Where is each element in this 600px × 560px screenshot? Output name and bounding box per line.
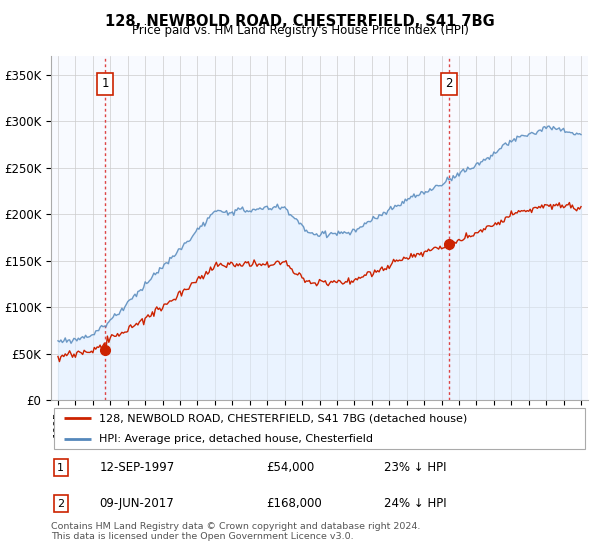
Text: 128, NEWBOLD ROAD, CHESTERFIELD, S41 7BG (detached house): 128, NEWBOLD ROAD, CHESTERFIELD, S41 7BG… — [100, 413, 467, 423]
Text: 128, NEWBOLD ROAD, CHESTERFIELD, S41 7BG: 128, NEWBOLD ROAD, CHESTERFIELD, S41 7BG — [105, 14, 495, 29]
Text: HPI: Average price, detached house, Chesterfield: HPI: Average price, detached house, Ches… — [100, 433, 373, 444]
Text: 1: 1 — [57, 463, 64, 473]
Text: 24% ↓ HPI: 24% ↓ HPI — [384, 497, 446, 510]
Text: 1: 1 — [101, 77, 109, 90]
Text: 12-SEP-1997: 12-SEP-1997 — [100, 461, 175, 474]
Text: 23% ↓ HPI: 23% ↓ HPI — [384, 461, 446, 474]
Text: 09-JUN-2017: 09-JUN-2017 — [100, 497, 174, 510]
Text: 2: 2 — [57, 499, 64, 509]
Text: Contains HM Land Registry data © Crown copyright and database right 2024.
This d: Contains HM Land Registry data © Crown c… — [51, 522, 421, 542]
Text: Price paid vs. HM Land Registry's House Price Index (HPI): Price paid vs. HM Land Registry's House … — [131, 24, 469, 37]
Text: £54,000: £54,000 — [266, 461, 314, 474]
FancyBboxPatch shape — [53, 408, 586, 449]
Text: £168,000: £168,000 — [266, 497, 322, 510]
Text: 2: 2 — [445, 77, 453, 90]
